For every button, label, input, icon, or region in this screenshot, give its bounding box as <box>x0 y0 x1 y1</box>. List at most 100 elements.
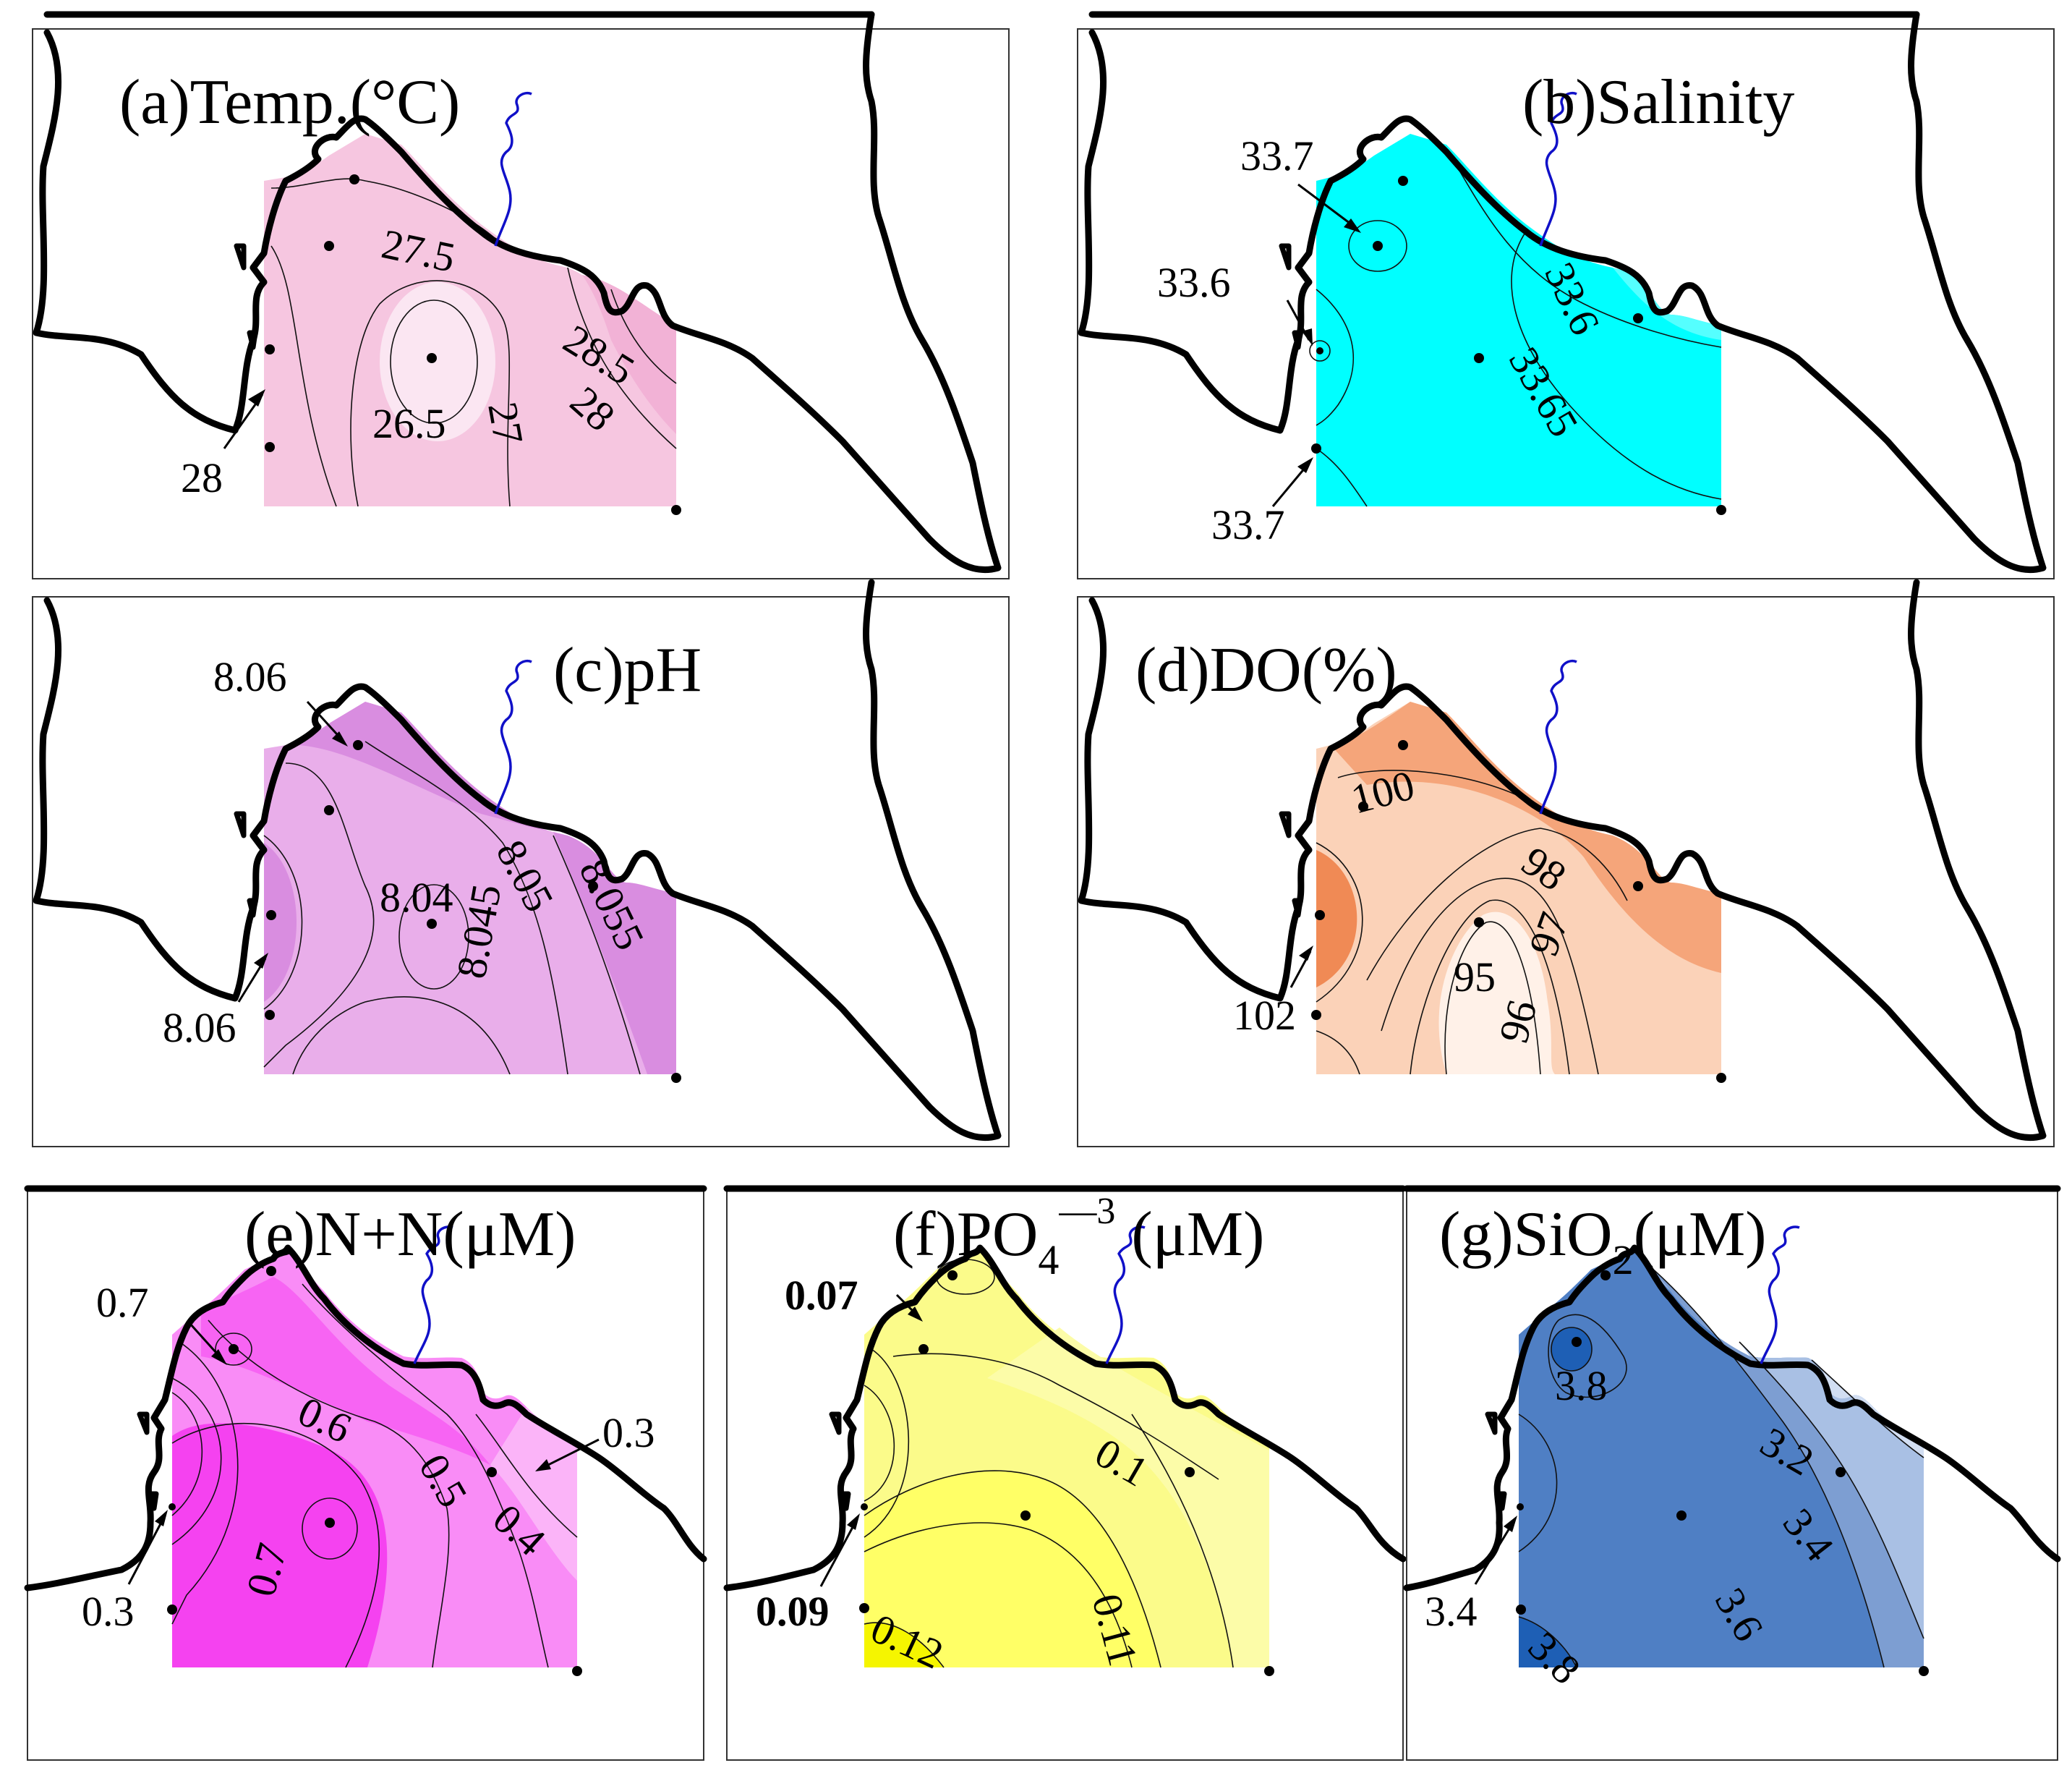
panel-a: (a)Temp.(°C) 27.5 28.5 28 26.5 27 28 <box>32 11 1010 579</box>
station <box>1474 353 1484 363</box>
station <box>265 344 275 354</box>
panel-e-contour-west-2 <box>171 1377 222 1545</box>
panel-c-fill <box>264 702 676 1074</box>
panel-f-river <box>1105 1225 1146 1364</box>
station <box>1676 1510 1687 1521</box>
panel-c-contour-north <box>263 762 375 1068</box>
panel-d-contour-west <box>1316 842 1363 1003</box>
panel-g-annotation-3-4: 3.4 <box>1425 1588 1478 1635</box>
panel-a-title: (a)Temp.(°C) <box>119 67 460 137</box>
panel-d-fill-high <box>1331 702 1721 973</box>
panel-b-annotation-bottom: 33.7 <box>1211 501 1285 548</box>
panel-g-contour-3-4 <box>1739 1341 1924 1639</box>
panel-f-islets <box>829 1411 851 1511</box>
panel-d-contour-95 <box>1444 921 1541 1075</box>
panel-e-river <box>413 1225 453 1364</box>
station <box>1716 505 1726 515</box>
panel-g-title-main: (g)SiO <box>1439 1199 1613 1270</box>
panel-c-annotation-top: 8.06 <box>213 653 287 700</box>
panel-a-contour-27 <box>350 280 511 507</box>
panel-c-title: (c)pH <box>553 635 702 705</box>
panel-e-contour-0-7 <box>171 1423 380 1668</box>
panel-f-fill-high <box>864 1471 1161 1667</box>
panel-d-contour-96 <box>1410 899 1570 1075</box>
panel-e-annotation-bottom: 0.3 <box>82 1588 135 1635</box>
station <box>229 1344 239 1354</box>
panel-d-fill-west <box>1316 850 1357 987</box>
panel-c: (c)pH 8.04 8.05 8.055 8.045 8.06 8.06 <box>32 579 1010 1147</box>
panel-a-contour-26-5 <box>390 299 478 424</box>
panel-f-annotation-arrowhead-bottom <box>847 1513 860 1530</box>
panel-a-label-26-5: 26.5 <box>372 400 446 447</box>
panel-f-contour-east <box>1131 1414 1234 1668</box>
panel-a-fill-high <box>582 275 676 434</box>
station <box>588 881 598 891</box>
panel-b-annotation-arrow-top <box>1297 183 1357 229</box>
panel-d-label-95: 95 <box>1454 953 1496 1000</box>
station <box>1316 347 1323 354</box>
panel-g-fill <box>1519 1248 1924 1667</box>
panel-e-annotation-arrowhead-bottom <box>155 1510 168 1526</box>
panel-g-river <box>1760 1225 1800 1364</box>
station <box>1836 1467 1846 1477</box>
station <box>1716 1073 1726 1083</box>
station <box>1516 1605 1526 1615</box>
panel-d-islets <box>1279 811 1303 918</box>
panel-f-title-main: (f)PO <box>893 1199 1038 1270</box>
panel-e-fill-north <box>201 1277 490 1465</box>
panel-a-annotation-28: 28 <box>181 454 223 501</box>
panel-e-annotation-arrowhead-top <box>211 1349 227 1365</box>
panel-b-coastline <box>1078 11 2047 574</box>
station <box>918 1344 929 1354</box>
panel-d-fill <box>1316 702 1721 1074</box>
panel-g-fill-max-north <box>1551 1327 1592 1371</box>
station <box>572 1666 582 1676</box>
station <box>861 1503 868 1510</box>
panel-d-contour-sw <box>1316 1030 1360 1075</box>
panel-e-contour-center <box>302 1497 358 1560</box>
station <box>266 910 276 920</box>
panel-f-coastline <box>723 1244 1407 1591</box>
panel-b-annotation-arrowhead-top <box>1344 218 1361 233</box>
panel-c-contour-8-04 <box>398 884 469 990</box>
panel-f: (f)PO4—3 (μM) 0.1 0.12 0.11 0.07 0.09 <box>723 1185 1407 1761</box>
panel-f-annotation-top: 0.07 <box>785 1272 858 1319</box>
panel-g-fill-max-sw <box>1519 1617 1577 1667</box>
panel-g-contour-3-6 <box>1645 1262 1885 1668</box>
panel-c-fill-west <box>264 843 297 1002</box>
panel-c-annotation-bottom: 8.06 <box>163 1004 236 1051</box>
panel-a-annotation-arrowhead <box>248 389 265 407</box>
panel-e-islets <box>137 1411 159 1511</box>
panel-g-title-sub: 2 <box>1613 1236 1634 1283</box>
panel-e-contour-0-6 <box>208 1319 450 1668</box>
panel-b-river <box>1539 92 1577 247</box>
station <box>1315 910 1325 920</box>
panel-c-label-8-04: 8.04 <box>380 874 453 921</box>
panel-f-contour-west-2 <box>864 1348 910 1538</box>
station <box>671 505 681 515</box>
panel-e-title: (e)N+N(μM) <box>244 1199 576 1270</box>
panel-g-annotation-arrowhead <box>1504 1516 1517 1532</box>
panel-c-islets <box>234 811 258 918</box>
panel-g-contour-west <box>1518 1414 1558 1552</box>
panel-c-annotation-arrowhead-bottom <box>254 953 268 969</box>
panel-g-annotation-arrow <box>1474 1521 1515 1585</box>
panel-b-islets <box>1279 243 1303 350</box>
panel-e-contour-0-4 <box>475 1414 578 1538</box>
panel-d: (d)DO(%) 100 98 97 95 96 102 <box>1077 579 2055 1147</box>
panel-b-annotation-arrowhead-mid <box>1302 328 1313 346</box>
panel-d-river <box>1539 660 1577 815</box>
panel-g-contour-3-8-sw <box>1518 1616 1577 1668</box>
panel-f-annotation-arrow-bottom <box>819 1518 858 1587</box>
panel-b-annotation-arrowhead-bottom <box>1297 457 1313 473</box>
panel-a-river <box>494 92 532 247</box>
panel-b-contour-33-7 <box>1348 220 1407 272</box>
panel-b-contour-33-65 <box>1511 231 1722 500</box>
panel-e-annotation-arrowhead-right <box>535 1459 551 1471</box>
panel-e-annotation-top: 0.7 <box>96 1279 149 1326</box>
station <box>1358 802 1368 812</box>
station <box>1398 740 1408 750</box>
station <box>1633 881 1643 891</box>
panel-e-contour-0-5 <box>302 1283 549 1668</box>
